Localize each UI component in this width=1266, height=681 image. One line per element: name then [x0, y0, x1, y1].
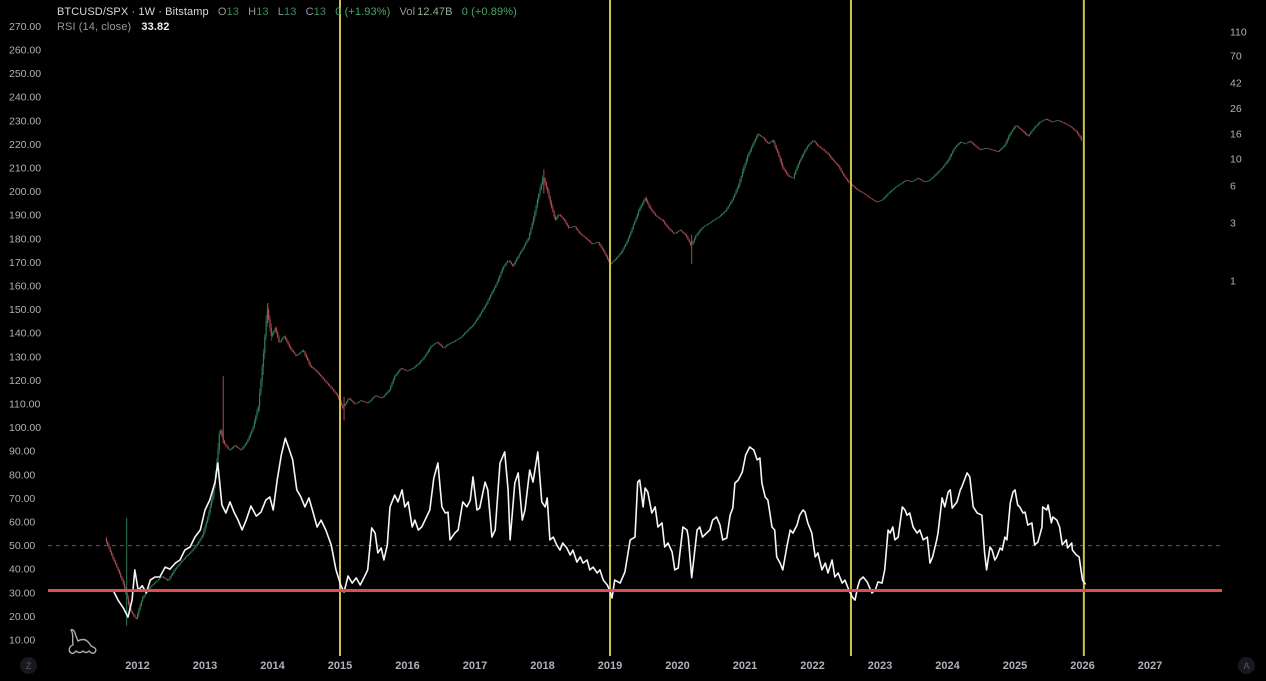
right-axis-tick: 26 [1230, 103, 1242, 115]
year-tick: 2015 [328, 660, 352, 672]
right-axis-tick: 10 [1230, 154, 1242, 166]
year-tick: 2026 [1070, 660, 1094, 672]
bottom-left-z-label: Z [25, 660, 32, 671]
right-axis-tick: 1 [1230, 276, 1236, 288]
bottom-right-a-label: A [1243, 660, 1250, 671]
volume-label: Vol [399, 6, 416, 18]
year-tick: 2025 [1003, 660, 1027, 672]
left-axis-tick: 200.00 [9, 186, 41, 198]
left-axis-tick: 210.00 [9, 163, 41, 175]
right-axis-tick: 42 [1230, 77, 1242, 89]
legend-rsi-row: RSI (14, close) 33.82 [57, 20, 517, 35]
open-label: O [217, 6, 227, 18]
left-axis-tick: 130.00 [9, 351, 41, 363]
year-tick: 2022 [800, 660, 824, 672]
high-label: H [248, 6, 257, 18]
rsi-params: (14, close) [78, 21, 132, 33]
left-axis-tick: 90.00 [9, 446, 35, 458]
year-tick: 2012 [125, 660, 149, 672]
rsi-line [112, 437, 1086, 618]
right-price-axis[interactable]: 110 70 42 26 16 10 6 3 1 [1230, 26, 1247, 287]
left-axis-tick: 60.00 [9, 517, 35, 529]
change-value: 0 (+1.93%) [335, 6, 391, 18]
year-tick: 2019 [598, 660, 622, 672]
left-axis-tick: 120.00 [9, 375, 41, 387]
cycle-vertical-lines[interactable] [339, 0, 1085, 656]
bottom-left-z-button[interactable]: Z [20, 657, 37, 674]
year-tick: 2017 [463, 660, 487, 672]
right-axis-tick: 70 [1230, 50, 1242, 62]
year-tick: 2018 [530, 660, 554, 672]
left-axis-tick: 30.00 [9, 587, 35, 599]
low-label: L [277, 6, 284, 18]
legend-symbol-row: BTCUSD/SPX · 1W · Bitstamp O13 H13 L13 C… [57, 5, 517, 20]
left-axis-tick: 150.00 [9, 304, 41, 316]
left-axis-tick: 160.00 [9, 281, 41, 293]
left-axis-tick: 190.00 [9, 210, 41, 222]
price-candles [105, 118, 1082, 626]
right-axis-tick: 3 [1230, 217, 1236, 229]
year-tick: 2024 [935, 660, 960, 672]
year-tick: 2016 [395, 660, 419, 672]
left-axis-tick: 140.00 [9, 328, 41, 340]
left-axis-tick: 10.00 [9, 635, 35, 647]
left-axis-tick: 250.00 [9, 68, 41, 80]
left-axis-tick: 230.00 [9, 115, 41, 127]
right-axis-tick: 16 [1230, 129, 1242, 141]
close-value: 13 [313, 6, 327, 18]
left-axis-tick: 20.00 [9, 611, 35, 623]
bottom-right-a-button[interactable]: A [1238, 657, 1255, 674]
year-tick: 2023 [868, 660, 892, 672]
close-label: C [305, 6, 314, 18]
left-axis-tick: 170.00 [9, 257, 41, 269]
left-axis-tick: 270.00 [9, 21, 41, 33]
left-axis-tick: 70.00 [9, 493, 35, 505]
chart-legend: BTCUSD/SPX · 1W · Bitstamp O13 H13 L13 C… [57, 5, 517, 35]
left-price-axis[interactable]: 270.00 260.00 250.00 240.00 230.00 220.00 210.… [9, 21, 41, 647]
year-tick: 2020 [665, 660, 689, 672]
left-axis-tick: 180.00 [9, 233, 41, 245]
year-tick: 2014 [260, 660, 285, 672]
time-axis[interactable]: 2012 2013 2014 2015 2016 2017 2018 2019 2020 2021… [125, 660, 1162, 672]
left-axis-tick: 220.00 [9, 139, 41, 151]
symbol-title[interactable]: BTCUSD/SPX · 1W · Bitstamp [57, 6, 209, 18]
dinosaur-logo-icon [68, 628, 97, 655]
left-axis-tick: 260.00 [9, 45, 41, 57]
high-value: 13 [256, 6, 269, 18]
left-axis-tick: 80.00 [9, 469, 35, 481]
left-axis-tick: 40.00 [9, 564, 35, 576]
year-tick: 2013 [193, 660, 217, 672]
year-tick: 2021 [733, 660, 757, 672]
left-axis-tick: 50.00 [9, 540, 35, 552]
rsi-title[interactable]: RSI [57, 21, 76, 33]
left-axis-tick: 240.00 [9, 92, 41, 104]
rsi-current-value: 33.82 [141, 21, 170, 33]
year-tick: 2027 [1138, 660, 1162, 672]
right-axis-tick: 110 [1230, 26, 1247, 38]
low-value: 13 [284, 6, 297, 18]
left-axis-tick: 110.00 [9, 399, 40, 411]
volume-value: 12.47B [417, 6, 453, 18]
open-value: 13 [226, 6, 239, 18]
right-axis-tick: 6 [1230, 181, 1236, 193]
volume-change: 0 (+0.89%) [461, 6, 517, 18]
left-axis-tick: 100.00 [9, 422, 41, 434]
